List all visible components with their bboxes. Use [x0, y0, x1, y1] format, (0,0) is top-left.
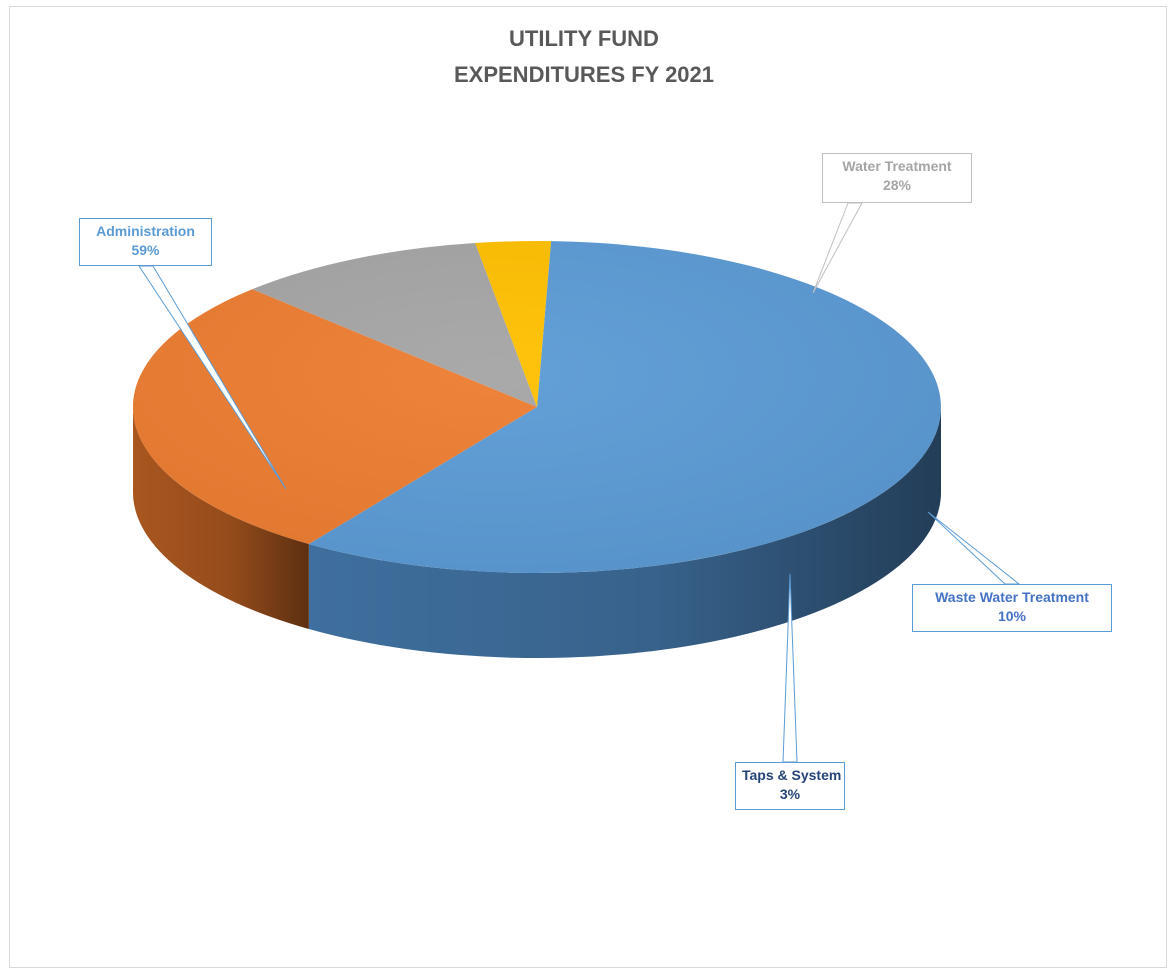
chart-title: UTILITY FUND: [509, 26, 659, 51]
pie-top-shading: [133, 241, 941, 573]
data-label-waste-water-treatment: Waste Water Treatment 10%: [912, 584, 1112, 632]
data-label-percent: 10%: [997, 608, 1027, 624]
data-label-percent: 59%: [131, 242, 160, 258]
callout-leader-water-treatment: [812, 202, 863, 294]
data-label-taps-system: Taps & System 3%: [735, 762, 845, 810]
callout-leader-administration: [138, 265, 287, 490]
data-label-name: Administration: [96, 223, 195, 239]
pie-side-shade: [308, 407, 941, 659]
data-label-name: Waste Water Treatment: [935, 589, 1089, 605]
callout-leader-waste-water-treatment: [927, 511, 1021, 585]
data-label-name: Water Treatment: [842, 158, 952, 174]
pie-side-shade: [132, 407, 309, 629]
data-label-water-treatment: Water Treatment 28%: [822, 153, 972, 203]
data-label-name: Taps & System: [742, 767, 842, 783]
data-label-percent: 28%: [882, 177, 912, 193]
chart-subtitle: EXPENDITURES FY 2021: [453, 62, 715, 87]
data-label-administration: Administration 59%: [79, 218, 212, 266]
data-label-percent: 3%: [779, 786, 801, 802]
